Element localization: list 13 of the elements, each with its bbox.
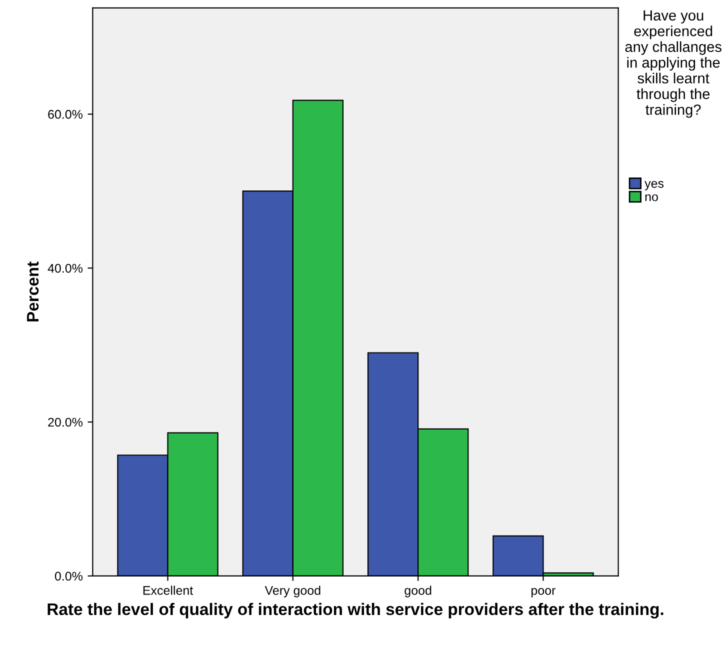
y-tick-label: 20.0% [48,418,83,427]
y-tick-label: 0.0% [54,572,83,581]
x-tick-label: Excellent [143,586,194,595]
x-tick-label: good [404,586,432,598]
x-tick-label: poor [532,588,556,598]
y-tick-label: 40.0% [48,264,83,273]
legend-label: no [645,194,658,202]
y-axis-title: Percent [27,262,39,322]
x-axis-title: Rate the level of quality of interaction with service providers after the training. [48,602,664,619]
x-tick-label: Very good [264,586,320,598]
legend-label: yes [644,180,664,190]
y-tick-label: 60.0% [48,110,83,119]
legend-title: Have you experienced any challanges in applying the skills learnt through the training? [625,10,722,118]
